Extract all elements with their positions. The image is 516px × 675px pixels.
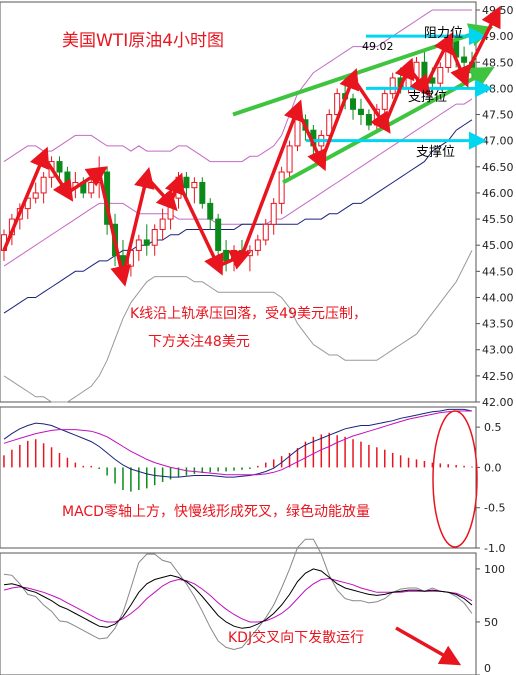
candle-body <box>159 218 166 231</box>
candle-body <box>262 223 269 241</box>
candle-body <box>461 56 468 63</box>
candle-body <box>357 108 364 116</box>
macd-tick-label: -0.5 <box>484 502 505 515</box>
candle-body <box>143 239 150 246</box>
price-comment-line2: 下方关注48美元 <box>148 334 250 350</box>
candle-body <box>183 176 190 189</box>
swing-arrow <box>42 155 74 202</box>
macd-tick-label: 0.5 <box>484 421 502 434</box>
candle-body <box>421 61 428 79</box>
price-tick-label: 44.00 <box>482 291 514 304</box>
swing-arrow <box>145 176 178 212</box>
price-tick-label: 42.00 <box>482 396 514 409</box>
candle-body <box>326 114 333 136</box>
price-tick-label: 45.50 <box>482 213 514 226</box>
swing-arrow <box>383 57 415 126</box>
candle-body <box>365 114 372 126</box>
swing-arrow <box>240 99 304 257</box>
macd-tick-label: -1.0 <box>484 542 505 555</box>
price-tick-label: 46.50 <box>482 161 514 174</box>
swing-arrow <box>164 172 185 205</box>
macd-panel: 0.5 0.0 -0.5 -1.0 <box>0 406 505 555</box>
price-tick-label: 45.00 <box>482 239 514 252</box>
bollinger-middle-line <box>3 98 473 267</box>
candle-body <box>151 229 158 246</box>
candle-body <box>381 93 388 110</box>
price-comment-line1: K线沿上轨承压回落，受49美元压制， <box>130 306 367 322</box>
candle-body <box>40 176 47 194</box>
candle-body <box>294 119 301 147</box>
candle-body <box>215 218 222 251</box>
chart-title: 美国WTI原油4小时图 <box>62 31 224 51</box>
swing-arrow <box>2 146 50 252</box>
kdj-frame <box>0 552 477 675</box>
macd-comment: MACD零轴上方，快慢线形成死叉，绿色动能放量 <box>62 503 370 520</box>
macd-dea-line <box>3 410 472 476</box>
candle-body <box>278 171 285 204</box>
swing-arrow <box>66 166 108 195</box>
candle-body <box>437 66 444 84</box>
swing-arrow <box>407 66 431 97</box>
candle-body <box>223 249 230 262</box>
candle-body <box>32 192 39 199</box>
candle-body <box>135 239 142 251</box>
swing-arrow <box>176 181 224 276</box>
swing-arrow <box>351 76 391 134</box>
kdj-comment: KDJ交叉向下发散运行 <box>228 629 364 646</box>
price-tick-label: 43.50 <box>482 318 514 331</box>
candle-body <box>254 239 261 251</box>
macd-highlight-circle <box>432 410 478 548</box>
candle-body <box>191 181 198 189</box>
swing-arrow <box>319 68 360 163</box>
price-tick-label: 43.00 <box>482 344 514 357</box>
swing-arrow <box>217 250 252 270</box>
candle-body <box>334 93 341 116</box>
price-tick-label: 49.50 <box>482 4 514 17</box>
swing-arrow <box>446 40 470 88</box>
candle-body <box>270 202 277 225</box>
price-tick-label: 42.50 <box>482 370 514 383</box>
candle-body <box>207 202 214 220</box>
macd-frame <box>0 406 477 549</box>
swing-arrow <box>121 167 155 277</box>
price-tick-label: 47.50 <box>482 109 514 122</box>
price-tick-label: 47.00 <box>482 135 514 148</box>
kdj-tick-label: 0 <box>484 662 491 675</box>
lower-support-label: 支撑位 <box>416 145 455 160</box>
candle-body <box>88 181 95 194</box>
macd-tick-label: 0.0 <box>484 461 502 474</box>
macd-dif-line <box>3 408 473 478</box>
swing-arrow <box>295 108 327 172</box>
resistance-label: 阻力位 <box>424 26 463 41</box>
price-panel: 49.5049.0048.5048.0047.5047.0046.5046.00… <box>0 1 514 409</box>
candle-body <box>286 145 293 173</box>
kdj-tick-label: 50 <box>484 616 498 629</box>
price-tick-label: 48.00 <box>482 82 514 95</box>
candle-body <box>350 98 357 110</box>
price-tick-label: 44.50 <box>482 265 514 278</box>
price-frame <box>0 1 477 403</box>
candle-body <box>56 161 63 173</box>
swing-arrow <box>462 5 501 79</box>
kdj-tick-label: 100 <box>484 563 505 576</box>
price-marker-label: 49.02 <box>362 40 394 53</box>
candle-body <box>199 181 206 204</box>
price-tick-label: 46.00 <box>482 187 514 200</box>
upper-support-label: 支撑位 <box>408 90 447 105</box>
kdj-down-arrow <box>395 626 462 666</box>
long-ma-line <box>3 119 473 314</box>
candle-body <box>64 171 71 189</box>
candle-body <box>405 77 412 89</box>
price-tick-label: 48.50 <box>482 56 514 69</box>
swing-arrow <box>97 171 131 287</box>
swing-arrow <box>422 31 453 90</box>
kdj-k-line <box>3 568 473 629</box>
candle-body <box>246 249 253 257</box>
bollinger-lower-line <box>3 250 473 403</box>
candle-body <box>389 77 396 95</box>
kdj-panel: 100 50 0 <box>0 538 505 675</box>
